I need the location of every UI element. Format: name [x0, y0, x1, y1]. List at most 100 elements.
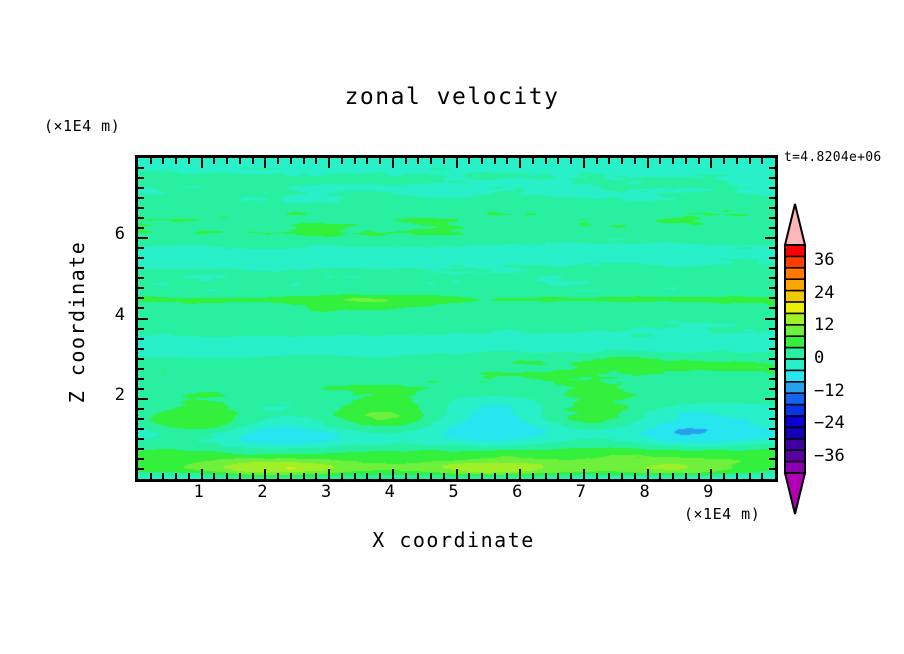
axis-tick [685, 473, 687, 479]
axis-tick [769, 247, 775, 249]
x-axis-unit-label: (×1E4 m) [684, 505, 761, 523]
axis-tick [621, 158, 623, 164]
axis-tick [138, 227, 144, 229]
axis-tick [226, 158, 228, 164]
axis-tick [366, 473, 368, 479]
axis-tick [583, 469, 585, 479]
axis-tick [506, 158, 508, 164]
colorbar-tick-label: −36 [814, 445, 845, 466]
axis-tick [769, 428, 775, 430]
axis-tick [570, 473, 572, 479]
axis-tick [494, 473, 496, 479]
axis-tick [138, 177, 144, 179]
axis-tick [354, 473, 356, 479]
axis-tick [213, 473, 215, 479]
axis-tick [430, 158, 432, 164]
axis-tick [765, 237, 775, 239]
axis-tick [723, 158, 725, 164]
colorbar-tick-label: −24 [814, 413, 845, 434]
axis-tick [710, 469, 712, 479]
colorbar-swatches [783, 203, 807, 515]
axis-tick [456, 158, 458, 168]
colorbar-tick-label: 0 [814, 348, 825, 368]
axis-tick [138, 287, 144, 289]
axis-tick [769, 358, 775, 360]
axis-tick [506, 473, 508, 479]
axis-tick [749, 158, 751, 164]
x-tick-label: 9 [703, 482, 714, 502]
axis-tick [138, 358, 144, 360]
axis-tick [634, 158, 636, 164]
axis-tick [354, 158, 356, 164]
axis-tick [672, 473, 674, 479]
axis-tick [239, 158, 241, 164]
axis-tick [769, 448, 775, 450]
axis-tick [647, 469, 649, 479]
axis-tick [634, 473, 636, 479]
axis-tick [138, 418, 144, 420]
axis-tick [162, 473, 164, 479]
axis-tick [659, 473, 661, 479]
axis-tick [366, 158, 368, 164]
axis-tick [303, 473, 305, 479]
y-axis-unit-label: (×1E4 m) [44, 117, 121, 135]
axis-tick [138, 237, 148, 239]
axis-tick [769, 257, 775, 259]
axis-tick [769, 307, 775, 309]
axis-tick [138, 217, 144, 219]
axis-tick [138, 197, 144, 199]
axis-tick [659, 158, 661, 164]
axis-tick [769, 438, 775, 440]
axis-tick [481, 473, 483, 479]
axis-tick [608, 158, 610, 164]
axis-tick [264, 469, 266, 479]
axis-tick [769, 297, 775, 299]
axis-tick [769, 227, 775, 229]
y-axis-title: Z coordinate [65, 240, 89, 404]
axis-tick [519, 469, 521, 479]
axis-tick [769, 328, 775, 330]
x-tick-label: 4 [384, 482, 395, 502]
colorbar-tick-label: 24 [814, 282, 835, 303]
axis-tick [138, 428, 144, 430]
axis-tick [277, 158, 279, 164]
axis-tick [138, 257, 144, 259]
colorbar-tick-label: −12 [814, 380, 845, 401]
axis-tick [138, 187, 144, 189]
axis-tick [769, 458, 775, 460]
axis-tick [277, 473, 279, 479]
page-title: zonal velocity [344, 84, 560, 110]
x-tick-label: 5 [448, 482, 459, 502]
axis-tick [213, 158, 215, 164]
axis-tick [596, 473, 598, 479]
axis-tick [494, 158, 496, 164]
axis-tick [736, 473, 738, 479]
axis-tick [769, 388, 775, 390]
axis-tick [672, 158, 674, 164]
axis-tick [175, 473, 177, 479]
axis-tick [341, 473, 343, 479]
axis-tick [769, 418, 775, 420]
axis-tick [723, 473, 725, 479]
axis-tick [765, 318, 775, 320]
time-annotation: t=4.8204e+06 [784, 150, 882, 165]
x-axis-title: X coordinate [372, 528, 535, 552]
axis-tick [769, 167, 775, 169]
axis-tick [557, 158, 559, 164]
axis-tick [456, 469, 458, 479]
axis-tick [138, 448, 144, 450]
axis-tick [532, 158, 534, 164]
axis-tick [392, 469, 394, 479]
axis-tick [647, 158, 649, 168]
axis-tick [685, 158, 687, 164]
axis-tick [138, 468, 144, 470]
axis-tick [138, 348, 144, 350]
axis-tick [328, 158, 330, 168]
axis-tick [138, 167, 144, 169]
axis-tick [769, 348, 775, 350]
axis-tick [583, 158, 585, 168]
axis-tick [545, 158, 547, 164]
y-tick-label: 4 [114, 304, 125, 325]
axis-tick [188, 158, 190, 164]
axis-tick [443, 473, 445, 479]
